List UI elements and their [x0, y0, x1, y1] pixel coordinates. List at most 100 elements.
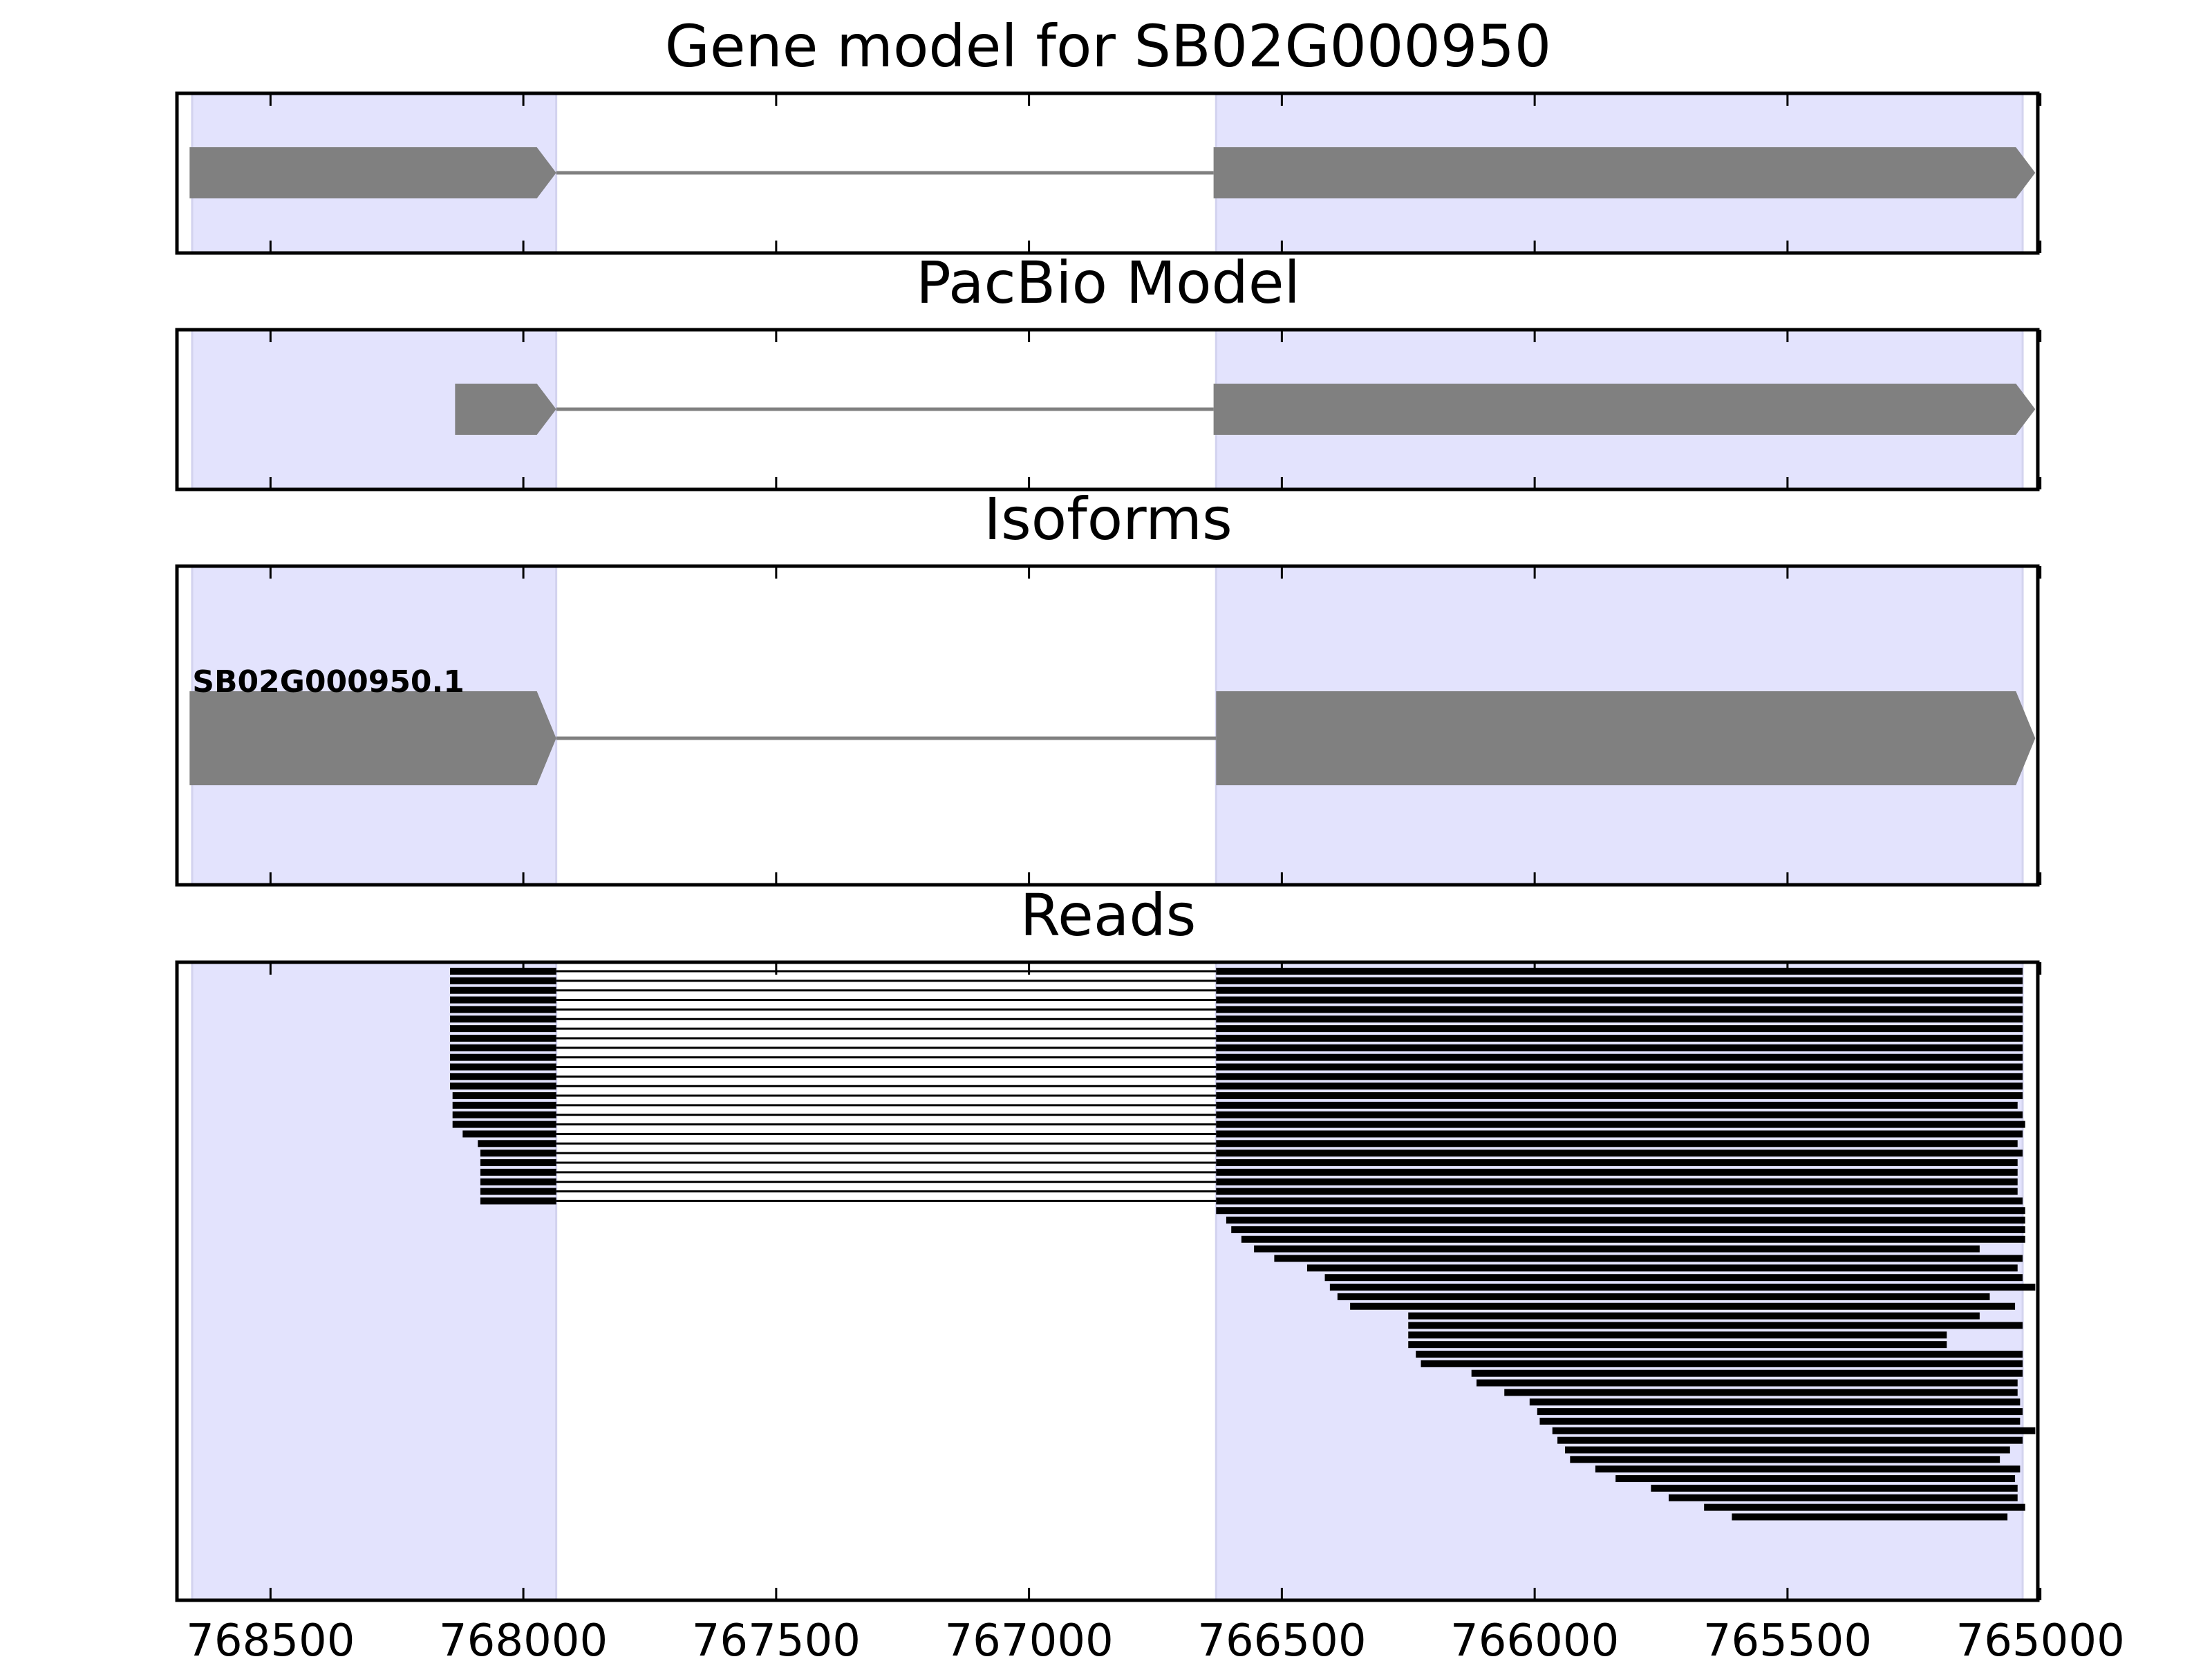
- read-exon: [1216, 1159, 2018, 1166]
- read-exon: [450, 1082, 556, 1090]
- x-tick-label: 766000: [1450, 1615, 1619, 1659]
- read-exon: [452, 1101, 556, 1109]
- read-exon: [1216, 977, 2023, 984]
- read-exon: [478, 1140, 556, 1147]
- read-exon: [452, 1111, 556, 1118]
- read-exon: [462, 1130, 556, 1138]
- read-exon: [1216, 1178, 2018, 1185]
- read-exon: [450, 1053, 556, 1061]
- read-exon: [1216, 968, 2023, 975]
- read-exon: [1539, 1417, 2021, 1425]
- read-exon: [1595, 1465, 2021, 1473]
- read-exon: [1615, 1475, 2016, 1483]
- read-exon: [1216, 986, 2023, 994]
- read-exon: [1241, 1235, 2025, 1243]
- exon-block: [189, 147, 556, 198]
- read-exon: [1216, 1150, 2023, 1157]
- read-exon: [1421, 1360, 2023, 1367]
- x-tick-label: 765000: [1956, 1615, 2125, 1659]
- read-exon: [1565, 1446, 2010, 1454]
- read-exon: [1471, 1369, 2023, 1377]
- isoform-label: SB02G000950.1: [192, 664, 465, 700]
- read-exon: [1329, 1284, 2036, 1291]
- read-exon: [1216, 1140, 2018, 1147]
- read-exon: [450, 1073, 556, 1080]
- x-tick-label: 768500: [186, 1615, 355, 1659]
- read-exon: [1216, 1063, 2023, 1071]
- read-exon: [1408, 1322, 2023, 1329]
- read-exon: [450, 977, 556, 984]
- read-exon: [1350, 1302, 2016, 1310]
- read-exon: [450, 1044, 556, 1051]
- read-exon: [480, 1197, 556, 1205]
- read-exon: [1324, 1274, 2023, 1282]
- exon-block: [1213, 384, 2036, 435]
- read-exon: [480, 1168, 556, 1176]
- read-exon: [1216, 996, 2023, 1004]
- read-exon: [1216, 1168, 2018, 1176]
- read-exon: [1226, 1217, 2025, 1224]
- panel-title-isoforms: Isoforms: [984, 485, 1232, 553]
- exon-block: [455, 384, 556, 435]
- read-exon: [480, 1188, 556, 1195]
- read-exon: [480, 1178, 556, 1185]
- read-exon: [1668, 1494, 2018, 1501]
- read-exon: [1704, 1503, 2025, 1511]
- read-exon: [1570, 1456, 2000, 1463]
- read-exon: [1216, 1130, 2023, 1138]
- read-exon: [1477, 1379, 2018, 1387]
- x-tick-label: 765500: [1703, 1615, 1872, 1659]
- read-exon: [1651, 1484, 2018, 1492]
- read-exon: [1504, 1389, 2018, 1396]
- read-exon: [1408, 1341, 1947, 1349]
- read-exon: [1216, 1015, 2023, 1023]
- read-exon: [1216, 1111, 2023, 1118]
- read-exon: [1216, 1082, 2023, 1090]
- read-exon: [1732, 1513, 2008, 1521]
- pacbio-model-panel: [175, 328, 2042, 491]
- panel-title-reads: Reads: [1020, 881, 1197, 949]
- read-exon: [1408, 1312, 1980, 1320]
- x-tick-label: 767500: [692, 1615, 861, 1659]
- panel-frame: [175, 91, 2040, 255]
- read-exon: [450, 1025, 556, 1033]
- read-exon: [1537, 1408, 2023, 1416]
- read-exon: [1216, 1207, 2025, 1215]
- read-exon: [1216, 1025, 2023, 1033]
- read-exon: [1557, 1436, 2023, 1444]
- read-exon: [1216, 1101, 2018, 1109]
- x-axis: 768500 768000 767500 767000 766500 766000 7655…: [186, 1615, 2125, 1659]
- panel-title-pacbio-model: PacBio Model: [916, 249, 1300, 317]
- read-exon: [1216, 1034, 2023, 1042]
- read-exon: [1552, 1427, 2036, 1434]
- read-exon: [1254, 1245, 1980, 1253]
- read-exon: [1274, 1255, 2023, 1262]
- exon-block: [189, 691, 556, 785]
- panel-frame: [175, 328, 2040, 491]
- read-exon: [452, 1092, 556, 1100]
- read-exon: [450, 968, 556, 975]
- read-exon: [1216, 1188, 2018, 1195]
- read-exon: [1408, 1331, 1947, 1339]
- read-exon: [480, 1150, 556, 1157]
- panel-title-gene-model: Gene model for SB02G000950: [665, 12, 1551, 80]
- panel-frame: [175, 960, 2040, 1602]
- x-tick-label: 766500: [1197, 1615, 1366, 1659]
- read-exon: [450, 1015, 556, 1023]
- gene-model-panel: [175, 91, 2042, 255]
- isoforms-panel: SB02G000950.1: [175, 564, 2042, 887]
- x-tick-label: 768000: [439, 1615, 608, 1659]
- panel-frame: [175, 564, 2040, 887]
- read-exon: [450, 1006, 556, 1013]
- x-tick-label: 767000: [944, 1615, 1113, 1659]
- read-exon: [1216, 1044, 2023, 1051]
- read-exon: [1216, 1197, 2023, 1205]
- read-exon: [1306, 1264, 2018, 1272]
- read-exon: [1216, 1073, 2023, 1080]
- read-exon: [450, 996, 556, 1004]
- read-exon: [450, 1034, 556, 1042]
- read-exon: [450, 986, 556, 994]
- read-exon: [1231, 1226, 2025, 1233]
- read-exon: [1216, 1121, 2025, 1128]
